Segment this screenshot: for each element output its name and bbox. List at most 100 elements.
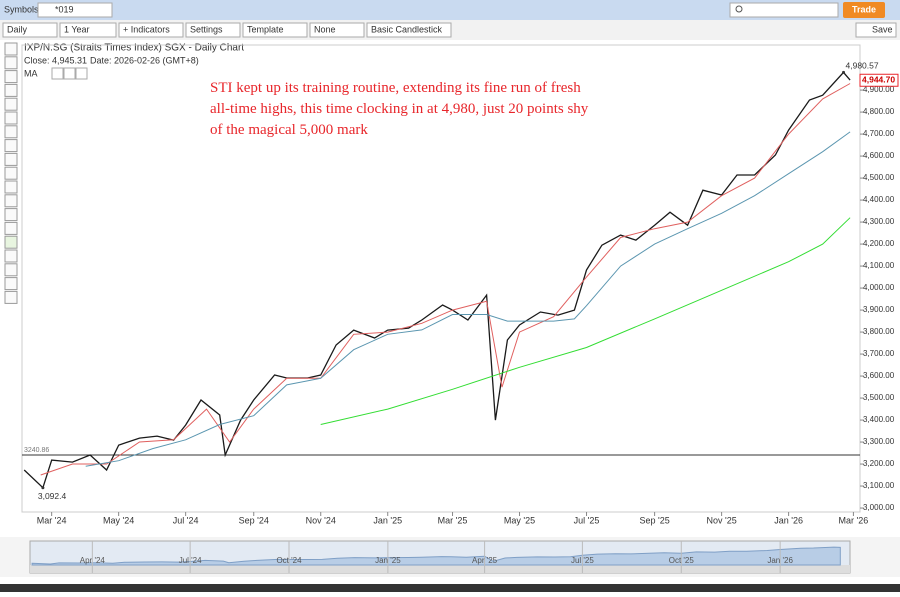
x-tick-label: Sep '25 [639, 515, 669, 525]
tool-icon[interactable] [4, 70, 18, 84]
y-tick-label: 3,700.00 [863, 349, 895, 358]
extreme-label: 4,980.57 [846, 61, 879, 71]
tool-icon[interactable] [4, 221, 18, 235]
date-info: Date: 2026-02-26 (GMT+8) [90, 55, 199, 65]
tool-icon[interactable] [4, 249, 18, 263]
navigator-label: Jul '25 [571, 556, 594, 565]
toolbar-label: + Indicators [123, 24, 170, 34]
tool-icon[interactable] [4, 83, 18, 97]
navigator-label: Jul '24 [179, 556, 202, 565]
x-tick-label: Mar '25 [438, 515, 468, 525]
tool-icon[interactable] [4, 56, 18, 70]
y-tick-label: 3,600.00 [863, 371, 895, 380]
tool-icon[interactable] [4, 42, 18, 56]
price-line [23, 71, 851, 489]
search-box[interactable] [729, 2, 839, 18]
navigator-label: Oct '25 [669, 556, 695, 565]
trade-button[interactable] [843, 2, 885, 18]
x-tick-label: Jan '25 [373, 515, 402, 525]
x-tick-label: Jan '26 [774, 515, 803, 525]
y-tick-label: 3,000.00 [863, 503, 895, 512]
y-tick-label: 3,200.00 [863, 459, 895, 468]
ma-label: MA [24, 68, 38, 78]
tool-icon[interactable] [4, 180, 18, 194]
navigator-label: Apr '25 [472, 556, 498, 565]
last-price-box [859, 73, 899, 87]
y-tick-label: 4,900.00 [863, 85, 895, 94]
bottom-bar [0, 584, 900, 592]
toolbar-button[interactable] [185, 22, 241, 38]
ma-check[interactable] [51, 67, 64, 80]
tool-icon[interactable] [4, 111, 18, 125]
moving-average [40, 83, 851, 476]
navigator-area [31, 546, 841, 566]
y-tick-label: 3,900.00 [863, 305, 895, 314]
tool-icon[interactable] [4, 139, 18, 153]
x-tick-label: May '24 [103, 515, 134, 525]
y-tick-label: 4,200.00 [863, 239, 895, 248]
tool-icon[interactable] [4, 235, 18, 249]
last-price-label: 4,944.70 [862, 75, 895, 85]
tool-icon[interactable] [4, 97, 18, 111]
y-tick-label: 3,100.00 [863, 481, 895, 490]
x-tick-label: May '25 [504, 515, 535, 525]
moving-average [85, 131, 851, 467]
symbol: *019 [55, 4, 74, 14]
search-icon [735, 5, 743, 13]
toolbar-label: Basic Candlestick [371, 24, 443, 34]
toolbar-button[interactable] [366, 22, 452, 38]
y-tick-label: 4,600.00 [863, 151, 895, 160]
toolbar-label: 1 Year [64, 24, 90, 34]
y-tick-label: 4,300.00 [863, 217, 895, 226]
x-tick-label: Mar '24 [37, 515, 67, 525]
save-label: Save [872, 24, 893, 34]
navigator-label: Jan '26 [767, 556, 793, 565]
tool-icon[interactable] [4, 208, 18, 222]
y-tick-label: 4,700.00 [863, 129, 895, 138]
tool-icon[interactable] [4, 263, 18, 277]
tool-column [4, 42, 18, 304]
extreme-point [41, 486, 45, 490]
tool-icon[interactable] [4, 290, 18, 304]
y-tick-label: 4,800.00 [863, 107, 895, 116]
y-tick-label: 4,500.00 [863, 173, 895, 182]
toolbar-label: Daily [7, 24, 28, 34]
tool-icon[interactable] [4, 166, 18, 180]
y-tick-label: 4,000.00 [863, 283, 895, 292]
toolbar-buttons: Daily 1 Year + Indicators Settings Template N… [2, 22, 452, 38]
toolbar-button[interactable] [242, 22, 308, 38]
x-tick-label: Nov '24 [306, 515, 336, 525]
tool-icon[interactable] [4, 194, 18, 208]
tool-icon[interactable] [4, 125, 18, 139]
navigator-label: Oct '24 [276, 556, 302, 565]
tool-icon[interactable] [4, 277, 18, 291]
ma-settings[interactable] [63, 67, 76, 80]
x-tick-label: Nov '25 [706, 515, 736, 525]
navigator-scrollbar[interactable] [30, 565, 850, 573]
x-tick-label: Sep '24 [239, 515, 269, 525]
y-tick-label: 4,100.00 [863, 261, 895, 270]
x-tick-label: Mar '26 [839, 515, 869, 525]
x-tick-label: Jul '25 [574, 515, 600, 525]
top-bar [0, 0, 900, 20]
symbol-input[interactable] [37, 2, 113, 18]
y-tick-label: 4,400.00 [863, 195, 895, 204]
y-tick-label: 3,300.00 [863, 437, 895, 446]
toolbar-label: None [314, 24, 336, 34]
ma-close[interactable] [75, 67, 88, 80]
toolbar-button[interactable] [59, 22, 117, 38]
x-tick-label: Jul '24 [173, 515, 199, 525]
symbols-label: Symbols: [4, 4, 41, 14]
trade-label: Trade [852, 4, 876, 14]
save-button[interactable] [855, 22, 897, 38]
toolbar-button[interactable] [118, 22, 184, 38]
toolbar-button[interactable] [2, 22, 58, 38]
toolbar-label: Settings [190, 24, 223, 34]
moving-average [320, 217, 851, 425]
chart-title: IXP/N.SG (Straits Times Index) SGX - Dai… [24, 43, 244, 54]
tool-icon[interactable] [4, 152, 18, 166]
toolbar-button[interactable] [309, 22, 365, 38]
navigator-label: Apr '24 [80, 556, 106, 565]
